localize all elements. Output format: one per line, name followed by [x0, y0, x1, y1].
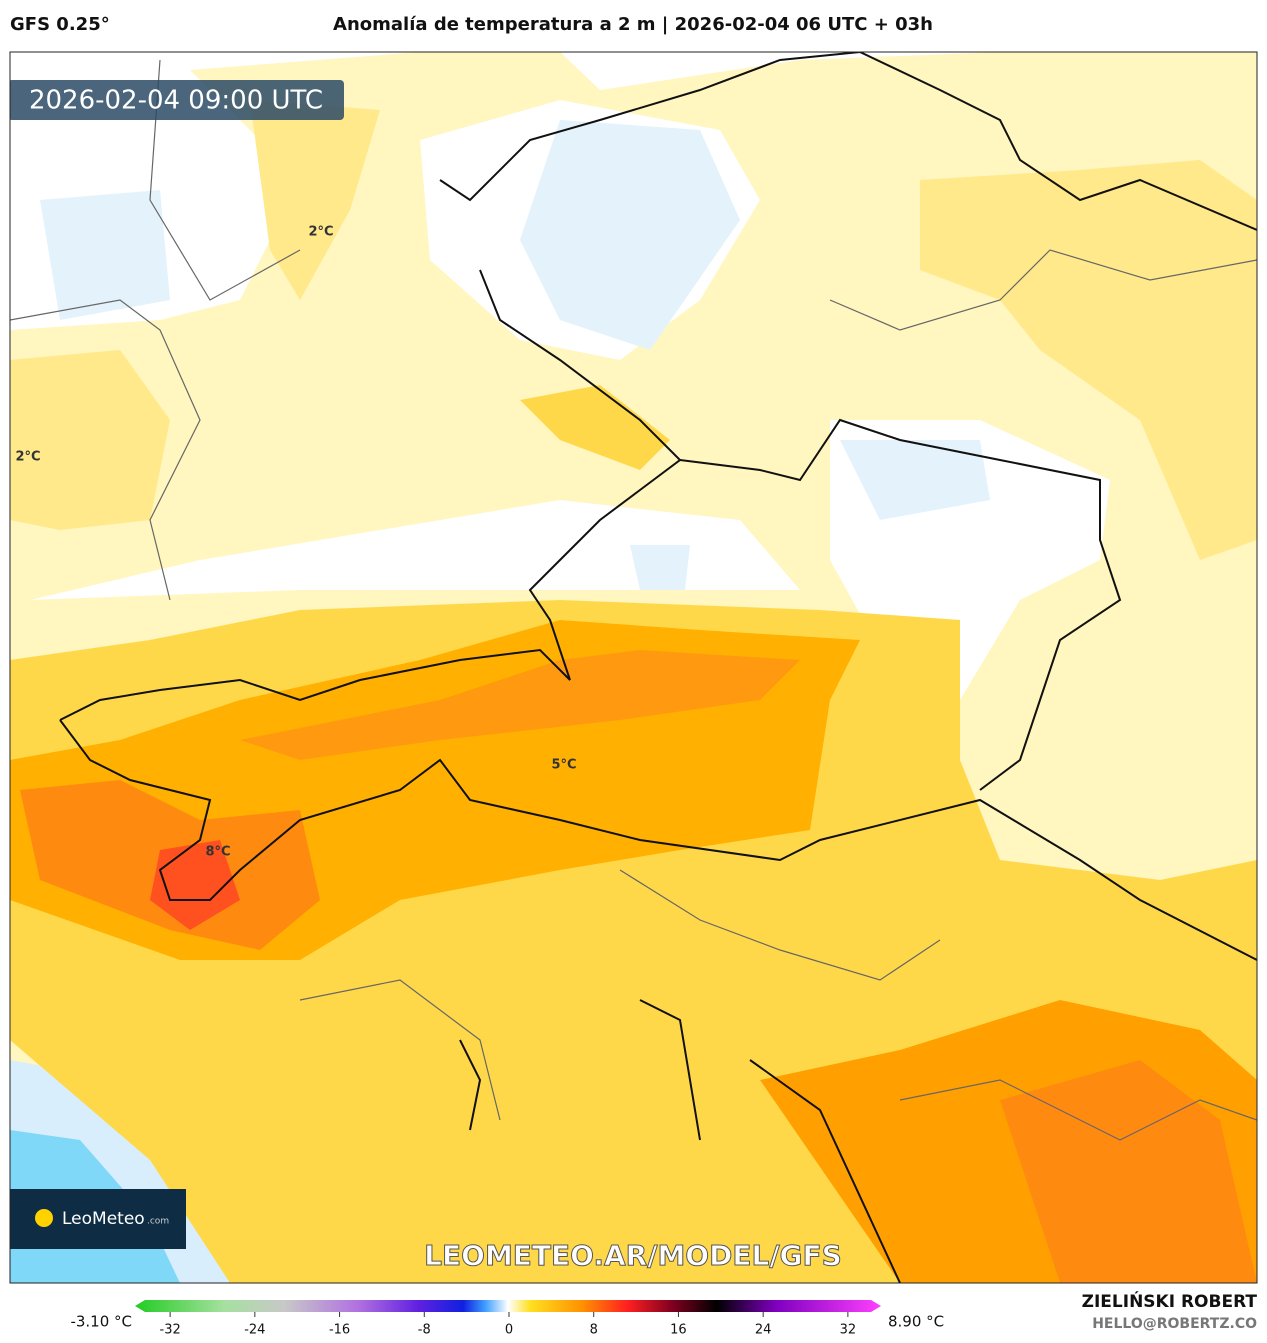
- border: [149, 59, 301, 301]
- logo-sun: [35, 1209, 53, 1227]
- tick-label: 16: [670, 1323, 687, 1338]
- author: ZIELIŃSKI ROBERT: [1082, 1290, 1258, 1312]
- map-area: 2026-02-04 09:00 UTC 2°C 2°C 5°C 8°C Leo…: [10, 52, 1257, 1283]
- hot-spot: [150, 840, 240, 930]
- cold-zone: [840, 440, 990, 520]
- tick-label: 24: [755, 1323, 772, 1338]
- border: [619, 869, 941, 981]
- border: [899, 1079, 1257, 1141]
- anomaly-zone: [250, 100, 380, 300]
- anomaly-zone: [1000, 1060, 1257, 1283]
- timestamp-box: [10, 80, 344, 120]
- border: [59, 269, 682, 721]
- legend-min: -3.10 °C: [70, 1313, 132, 1331]
- tick-label: 32: [840, 1323, 857, 1338]
- anomaly-zone: [920, 160, 1257, 560]
- tick-label: -24: [244, 1323, 265, 1338]
- cold-zone: [40, 190, 170, 320]
- admin-borders: [10, 59, 1257, 1141]
- colorbar: [135, 1300, 881, 1312]
- anomaly-zone: [10, 350, 170, 530]
- coast: [459, 999, 901, 1283]
- border: [439, 52, 1257, 231]
- timestamp: 2026-02-04 09:00 UTC: [29, 86, 323, 116]
- logo-suffix: .com: [147, 1217, 169, 1227]
- map-title: Anomalía de temperatura a 2 m | 2026-02-…: [333, 14, 933, 35]
- model-name: GFS 0.25°: [10, 14, 110, 35]
- tick-label: -16: [329, 1323, 350, 1338]
- tick-label: 0: [505, 1323, 513, 1338]
- contour-label: 8°C: [205, 845, 230, 860]
- contour-label: 2°C: [308, 225, 333, 240]
- tick-label: -8: [418, 1323, 431, 1338]
- anomaly-zone: [520, 385, 670, 470]
- tick-label: -32: [160, 1323, 181, 1338]
- colorbar-ticks: -32 -24 -16 -8 0 8 16 24 32: [160, 1312, 857, 1338]
- cold-zone: [630, 545, 690, 590]
- cold-zone: [520, 120, 740, 350]
- map-frame: [9, 51, 1258, 1284]
- anomaly-zone: [30, 500, 800, 600]
- border: [299, 979, 501, 1121]
- email: HELLO@ROBERTZ.CO: [1092, 1316, 1257, 1332]
- logo-name: LeoMeteo: [62, 1209, 145, 1229]
- tick-label: 8: [590, 1323, 598, 1338]
- border: [59, 719, 1257, 961]
- anomaly-zone: [240, 650, 800, 760]
- country-borders: [59, 52, 1257, 1283]
- contour-label: 5°C: [551, 758, 576, 773]
- border: [679, 418, 1122, 791]
- border: [10, 299, 201, 601]
- watermark: LEOMETEO.AR/MODEL/GFS: [424, 1239, 842, 1272]
- contour-label: 2°C: [15, 450, 40, 465]
- legend-max: 8.90 °C: [888, 1313, 944, 1331]
- border: [829, 249, 1257, 331]
